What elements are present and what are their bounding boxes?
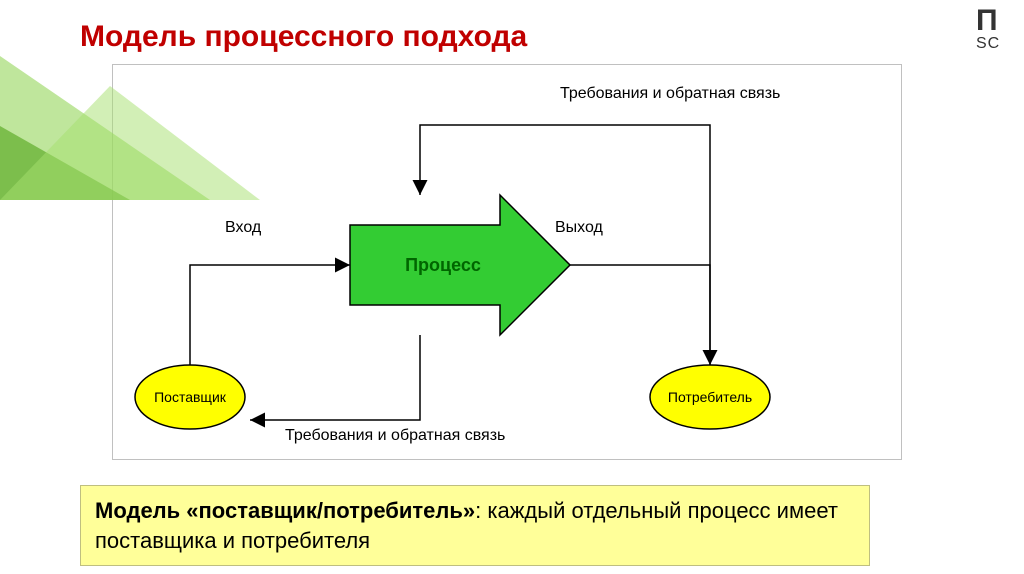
connector-output-line [570,265,710,365]
slide-stage: { "slide": { "title": "Модель процессног… [0,0,1024,574]
connector-input-line [190,265,350,365]
process-label: Процесс [405,255,481,275]
label-output: Выход [555,219,604,236]
supplier-label: Поставщик [154,389,227,405]
label-feedback_bottom: Требования и обратная связь [285,427,505,444]
connector-feedback-bottom [250,335,420,420]
label-feedback_top: Требования и обратная связь [560,85,780,102]
caption-bold: Модель «поставщик/потребитель» [95,498,475,523]
label-input: Вход [225,219,262,236]
caption-box: Модель «поставщик/потребитель»: каждый о… [80,485,870,566]
consumer-label: Потребитель [668,389,752,405]
